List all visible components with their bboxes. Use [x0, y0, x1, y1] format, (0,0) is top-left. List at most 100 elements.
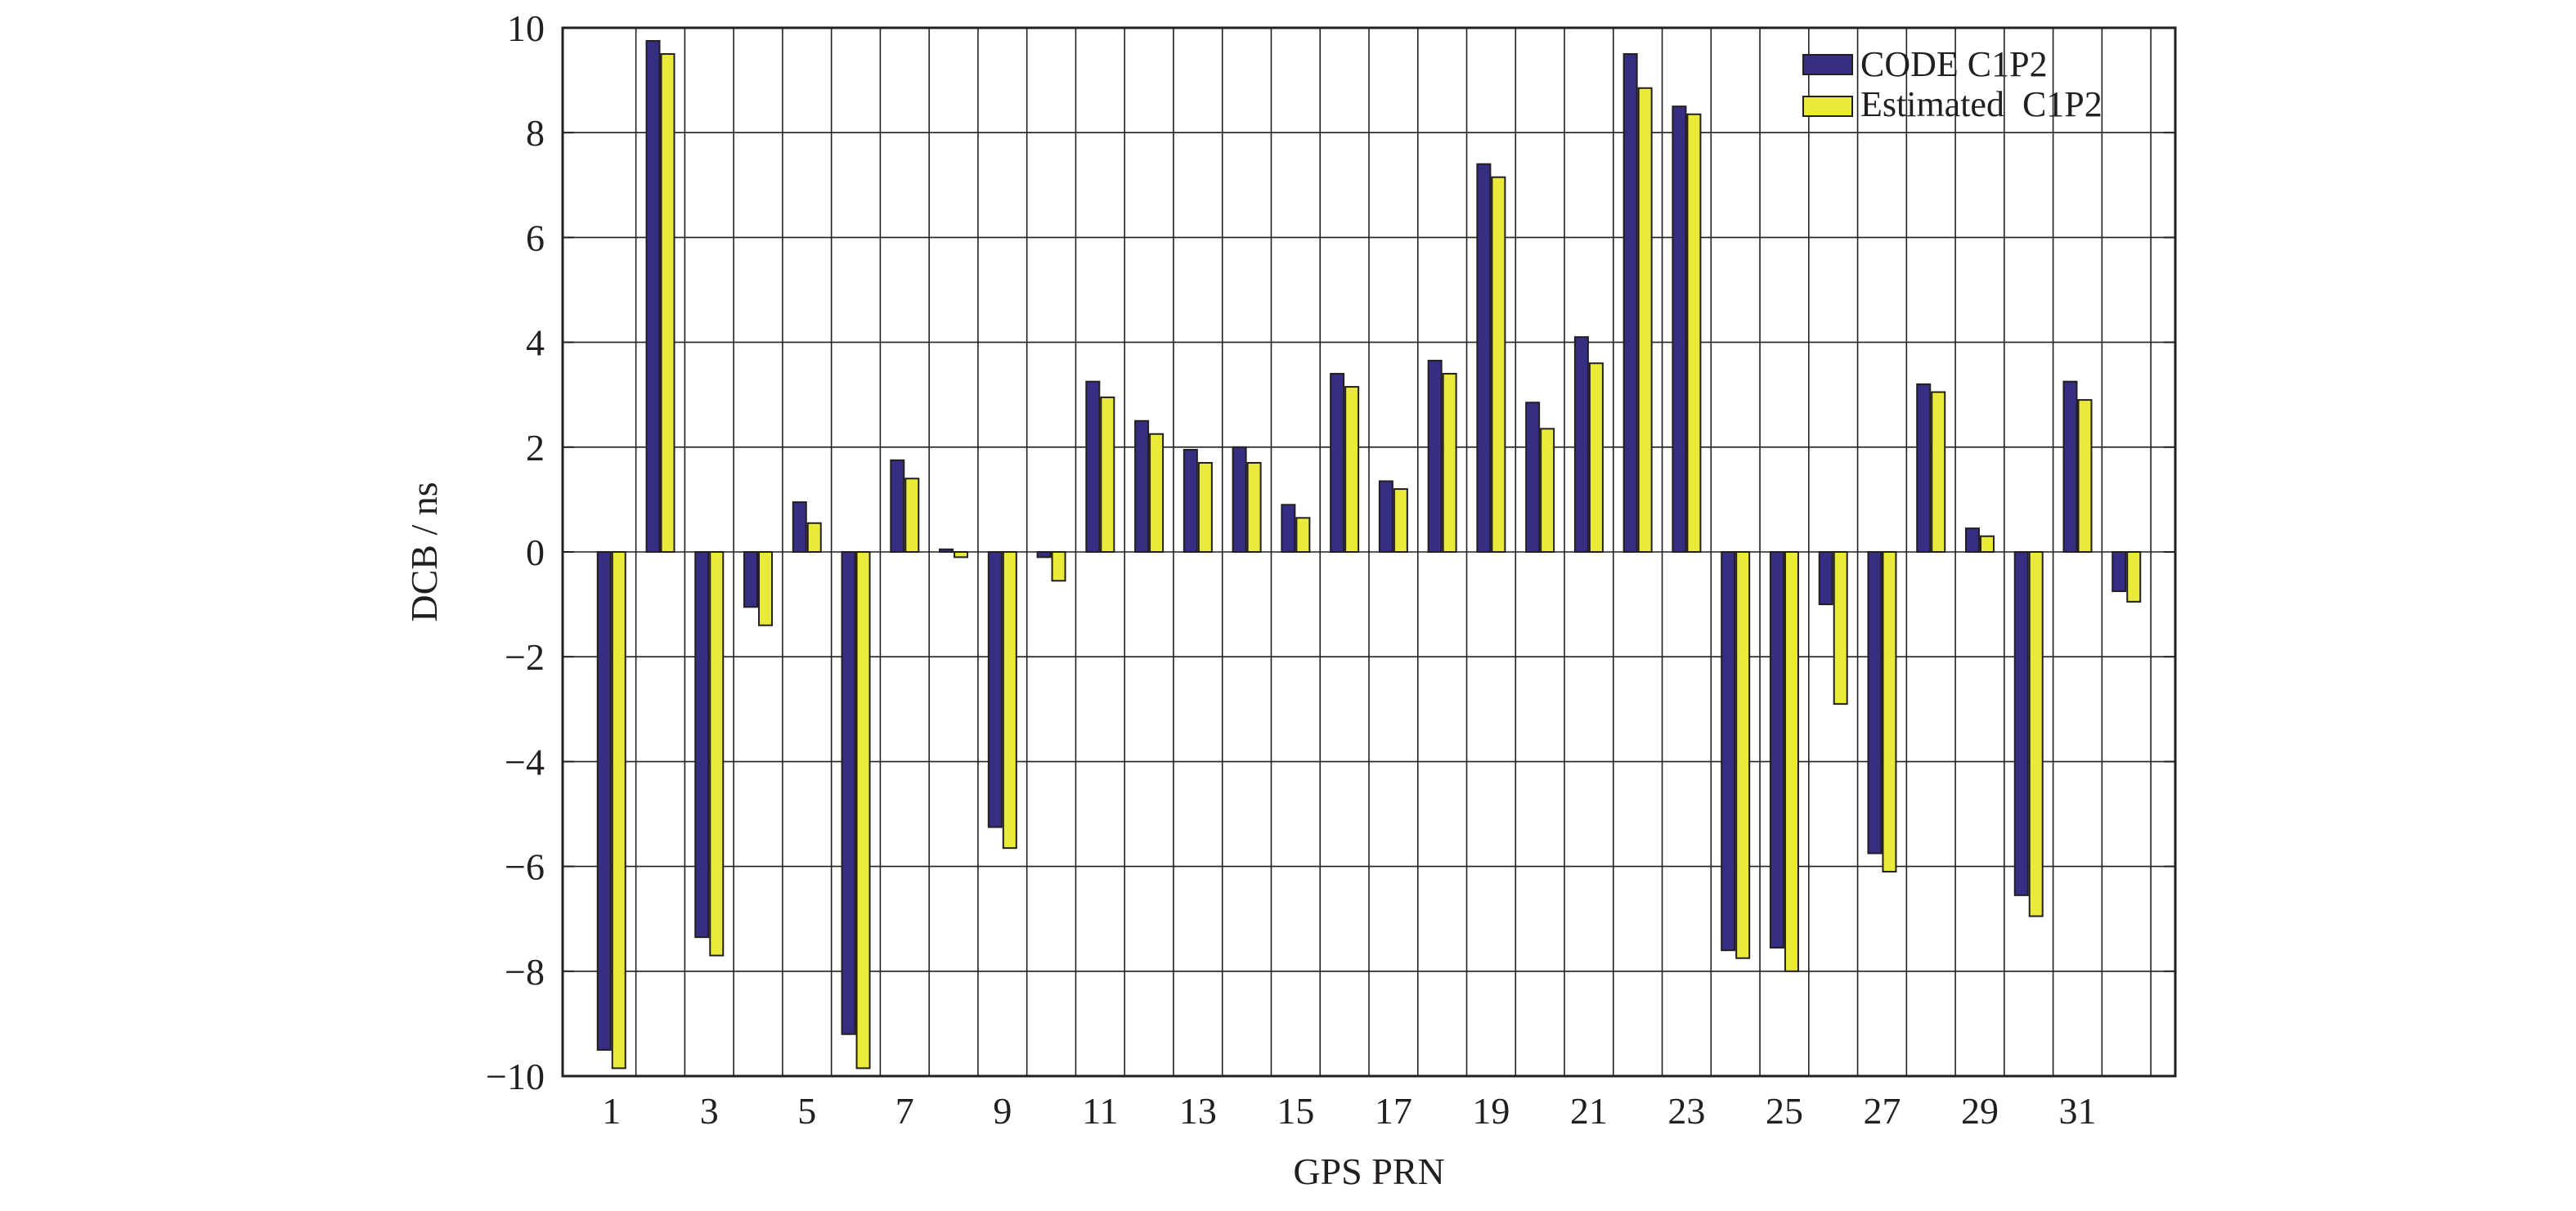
bar-code-prn-21	[1573, 336, 1589, 553]
legend-swatch-code	[1802, 54, 1853, 75]
bar-estimated-prn-16	[1344, 386, 1360, 553]
bar-estimated-prn-14	[1246, 462, 1262, 554]
bar-estimated-prn-10	[1051, 551, 1066, 582]
bar-estimated-prn-25	[1784, 551, 1799, 972]
bar-estimated-prn-27	[1882, 551, 1897, 873]
bar-code-prn-26	[1818, 551, 1833, 606]
legend-label-code: CODE C1P2	[1860, 44, 2048, 84]
bar-code-prn-17	[1378, 480, 1393, 554]
bar-code-prn-20	[1525, 401, 1541, 553]
bar-estimated-prn-23	[1686, 113, 1702, 553]
bar-estimated-prn-30	[2028, 551, 2044, 917]
bar-estimated-prn-20	[1540, 428, 1555, 553]
bar-estimated-prn-6	[855, 551, 871, 1070]
bar-code-prn-16	[1330, 373, 1345, 553]
bar-code-prn-9	[987, 551, 1003, 828]
y-tick-label: 6	[526, 217, 545, 258]
bar-code-prn-4	[743, 551, 759, 608]
legend-swatch-estimated	[1802, 96, 1853, 117]
x-tick-label: 17	[1375, 1090, 1412, 1132]
bar-estimated-prn-28	[1931, 391, 1946, 553]
bar-estimated-prn-21	[1588, 362, 1604, 553]
bar-code-prn-11	[1085, 380, 1101, 553]
y-tick-label: 4	[526, 322, 545, 364]
y-axis-tick-labels: 10 8 6 4 2 0 −2 −4 −6 −8 −10	[486, 7, 545, 1097]
bar-code-prn-3	[694, 551, 710, 939]
y-tick-label: −2	[505, 636, 545, 678]
bar-code-prn-30	[2013, 551, 2029, 896]
bar-estimated-prn-13	[1197, 462, 1213, 554]
bar-code-prn-12	[1134, 419, 1150, 553]
bar-estimated-prn-22	[1637, 87, 1653, 553]
bar-estimated-prn-8	[954, 551, 969, 558]
x-tick-label: 21	[1570, 1090, 1608, 1132]
bar-code-prn-1	[596, 551, 612, 1051]
y-tick-label: 8	[526, 112, 545, 154]
y-axis-label: DCB / ns	[403, 482, 445, 621]
x-tick-label: 23	[1667, 1090, 1705, 1132]
x-tick-label: 25	[1766, 1090, 1803, 1132]
bar-code-prn-7	[890, 459, 905, 554]
x-tick-label: 7	[895, 1090, 914, 1132]
bar-code-prn-31	[2062, 380, 2078, 553]
bar-code-prn-27	[1867, 551, 1883, 854]
bar-code-prn-14	[1232, 446, 1247, 553]
bar-code-prn-10	[1036, 551, 1052, 558]
bar-estimated-prn-1	[611, 551, 626, 1070]
bar-estimated-prn-26	[1833, 551, 1848, 705]
bar-estimated-prn-5	[806, 522, 822, 553]
legend: CODE C1P2 Estimated C1P2	[1802, 44, 2103, 124]
bar-code-prn-13	[1183, 449, 1198, 554]
bar-code-prn-19	[1476, 163, 1492, 553]
bar-estimated-prn-3	[709, 551, 725, 957]
grid-lines	[563, 28, 2175, 1076]
bar-estimated-prn-31	[2077, 399, 2093, 553]
y-tick-label: −10	[486, 1056, 545, 1097]
bar-estimated-prn-29	[1979, 535, 1995, 554]
bar-code-prn-8	[939, 548, 954, 553]
x-tick-label: 27	[1863, 1090, 1901, 1132]
x-tick-label: 3	[700, 1090, 719, 1132]
bar-estimated-prn-32	[2126, 551, 2142, 603]
bar-estimated-prn-19	[1491, 176, 1506, 553]
bar-estimated-prn-11	[1100, 396, 1115, 553]
y-tick-label: −4	[505, 741, 545, 783]
bar-estimated-prn-18	[1442, 373, 1457, 553]
bar-estimated-prn-2	[660, 53, 675, 554]
bar-estimated-prn-24	[1735, 551, 1751, 959]
bar-code-prn-25	[1769, 551, 1784, 949]
bar-code-prn-29	[1964, 527, 1980, 554]
x-tick-label: 11	[1082, 1090, 1118, 1132]
y-tick-label: 10	[507, 7, 545, 49]
x-tick-label: 9	[993, 1090, 1012, 1132]
bars	[596, 40, 2142, 1070]
legend-label-estimated: Estimated C1P2	[1860, 84, 2103, 124]
bar-code-prn-15	[1281, 504, 1296, 553]
x-tick-label: 13	[1179, 1090, 1217, 1132]
x-axis-tick-labels: 1 3 5 7 9 11 13 15 17 19 21 23 25 27 29 31	[602, 1090, 2096, 1132]
y-tick-label: 0	[526, 531, 545, 573]
y-tick-label: 2	[526, 427, 545, 469]
bar-code-prn-2	[645, 40, 661, 553]
bar-estimated-prn-7	[904, 478, 920, 554]
bar-estimated-prn-15	[1295, 517, 1311, 554]
x-tick-label: 5	[797, 1090, 816, 1132]
bar-code-prn-18	[1427, 360, 1443, 553]
bar-code-prn-5	[792, 501, 807, 553]
x-tick-label: 15	[1277, 1090, 1314, 1132]
bar-code-prn-22	[1622, 53, 1638, 554]
x-tick-label: 31	[2058, 1090, 2096, 1132]
axis-ticks	[563, 27, 2175, 1077]
bar-code-prn-32	[2112, 551, 2127, 593]
bar-code-prn-6	[841, 551, 856, 1035]
x-axis-label: GPS PRN	[1293, 1150, 1444, 1192]
bar-estimated-prn-12	[1149, 433, 1165, 554]
x-tick-label: 29	[1961, 1090, 1999, 1132]
y-tick-label: −6	[505, 846, 545, 888]
y-tick-label: −8	[505, 951, 545, 993]
bar-code-prn-23	[1672, 105, 1687, 553]
bar-code-prn-24	[1721, 551, 1736, 952]
bar-estimated-prn-4	[758, 551, 774, 626]
